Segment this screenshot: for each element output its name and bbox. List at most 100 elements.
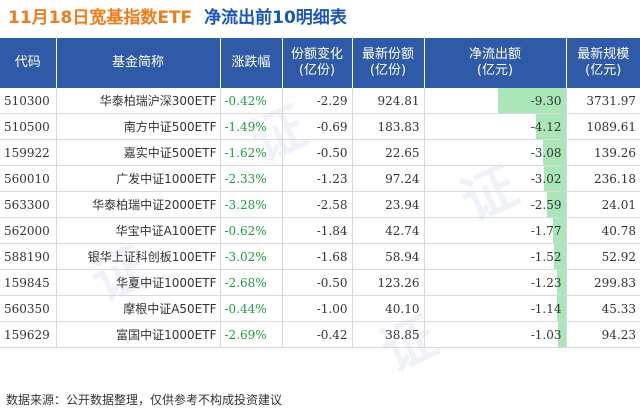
- header-name: 基金简称: [56, 38, 221, 88]
- cell-share-change: -2.58: [282, 191, 353, 218]
- cell-share-change: -0.50: [282, 139, 353, 166]
- cell-latest-share: 58.94: [352, 243, 425, 270]
- outflow-bar: [543, 140, 566, 165]
- cell-name: 摩根中证A50ETF: [56, 295, 221, 322]
- cell-code: 510300: [0, 88, 57, 114]
- outflow-bar: [546, 192, 566, 217]
- cell-name: 南方中证500ETF: [56, 113, 221, 140]
- cell-change: -2.69%: [220, 321, 283, 348]
- cell-net-outflow: -3.02: [424, 165, 567, 192]
- table-header-row: 代码 基金简称 涨跌幅 份额变化 (亿份) 最新份额 (亿份) 净流出额 (亿元) 最…: [0, 38, 640, 88]
- table-body: 510300 华泰柏瑞沪深300ETF -0.42% -2.29 924.81 -9.30…: [0, 88, 640, 348]
- cell-net-outflow: -2.59: [424, 191, 567, 218]
- cell-latest-share: 23.94: [352, 191, 425, 218]
- cell-share-change: -1.23: [282, 165, 353, 192]
- outflow-value: -4.12: [530, 119, 562, 134]
- cell-share-change: -0.42: [282, 321, 353, 348]
- cell-name: 华泰柏瑞沪深300ETF: [56, 88, 221, 114]
- outflow-value: -9.30: [530, 93, 562, 108]
- cell-latest-scale: 40.78: [566, 217, 640, 244]
- outflow-bar: [497, 88, 566, 113]
- cell-latest-share: 42.74: [352, 217, 425, 244]
- cell-latest-scale: 236.18: [566, 165, 640, 192]
- cell-latest-scale: 299.83: [566, 269, 640, 296]
- cell-net-outflow: -1.23: [424, 269, 567, 296]
- header-net-outflow-l1: 净流出额: [468, 47, 521, 62]
- header-latest-scale-l2: (亿元): [585, 63, 622, 78]
- cell-latest-scale: 3731.97: [566, 88, 640, 114]
- title-date: 11月18日宽基指数ETF: [8, 8, 193, 28]
- cell-latest-share: 38.85: [352, 321, 425, 348]
- outflow-value: -3.02: [530, 171, 562, 186]
- cell-share-change: -0.69: [282, 113, 353, 140]
- cell-latest-share: 22.65: [352, 139, 425, 166]
- table-row: 588190 银华上证科创板100ETF -3.02% -1.68 58.94 -1.52…: [0, 243, 640, 270]
- table-row: 560350 摩根中证A50ETF -0.44% -1.00 40.10 -1.14 45.…: [0, 295, 640, 322]
- outflow-value: -1.03: [530, 327, 562, 342]
- cell-change: -3.02%: [220, 243, 283, 270]
- outflow-value: -1.77: [530, 223, 562, 238]
- header-net-outflow-l2: (亿元): [476, 63, 514, 78]
- header-latest-share-l1: 最新份额: [361, 47, 414, 62]
- cell-change: -2.33%: [220, 165, 283, 192]
- page-title: 11月18日宽基指数ETF 净流出前10明细表: [8, 3, 347, 33]
- cell-share-change: -1.68: [282, 243, 353, 270]
- cell-name: 嘉实中证500ETF: [56, 139, 221, 166]
- cell-name: 华夏中证1000ETF: [56, 269, 221, 296]
- cell-latest-scale: 52.92: [566, 243, 640, 270]
- cell-latest-scale: 24.01: [566, 191, 640, 218]
- table-row: 510300 华泰柏瑞沪深300ETF -0.42% -2.29 924.81 -9.30…: [0, 88, 640, 114]
- cell-name: 银华上证科创板100ETF: [56, 243, 221, 270]
- cell-latest-scale: 1089.61: [566, 113, 640, 140]
- etf-outflow-table: 代码 基金简称 涨跌幅 份额变化 (亿份) 最新份额 (亿份) 净流出额 (亿元) 最…: [0, 38, 640, 348]
- header-latest-scale-l1: 最新规模: [577, 47, 630, 62]
- table-row: 560010 广发中证1000ETF -2.33% -1.23 97.24 -3.02 23…: [0, 165, 640, 192]
- header-latest-share: 最新份额 (亿份): [352, 38, 425, 88]
- cell-latest-scale: 139.26: [566, 139, 640, 166]
- header-change: 涨跌幅: [220, 38, 283, 88]
- cell-name: 广发中证1000ETF: [56, 165, 221, 192]
- outflow-bar: [556, 270, 566, 295]
- outflow-bar: [558, 322, 566, 347]
- header-share-change-l2: (亿份): [298, 63, 336, 78]
- outflow-value: -1.14: [530, 301, 562, 316]
- cell-change: -0.62%: [220, 217, 283, 244]
- cell-net-outflow: -1.14: [424, 295, 567, 322]
- cell-code: 560010: [0, 165, 57, 192]
- outflow-bar: [552, 218, 566, 243]
- cell-code: 159629: [0, 321, 57, 348]
- cell-latest-share: 97.24: [352, 165, 425, 192]
- outflow-bar: [543, 166, 566, 191]
- cell-code: 562000: [0, 217, 57, 244]
- outflow-value: -3.08: [530, 145, 562, 160]
- header-share-change-l1: 份额变化: [290, 47, 343, 62]
- outflow-value: -1.23: [530, 275, 562, 290]
- cell-name: 华泰柏瑞中证2000ETF: [56, 191, 221, 218]
- cell-code: 560350: [0, 295, 57, 322]
- cell-latest-share: 183.83: [352, 113, 425, 140]
- cell-change: -1.62%: [220, 139, 283, 166]
- cell-change: -3.28%: [220, 191, 283, 218]
- cell-code: 588190: [0, 243, 57, 270]
- cell-code: 510500: [0, 113, 57, 140]
- cell-change: -0.42%: [220, 88, 283, 114]
- header-net-outflow: 净流出额 (亿元): [424, 38, 567, 88]
- cell-name: 华宝中证A100ETF: [56, 217, 221, 244]
- cell-share-change: -1.84: [282, 217, 353, 244]
- cell-latest-share: 924.81: [352, 88, 425, 114]
- cell-code: 563300: [0, 191, 57, 218]
- table-row: 562000 华宝中证A100ETF -0.62% -1.84 42.74 -1.77 40…: [0, 217, 640, 244]
- outflow-value: -1.52: [530, 249, 562, 264]
- cell-latest-scale: 45.33: [566, 295, 640, 322]
- table-row: 159845 华夏中证1000ETF -2.68% -0.50 123.26 -1.23 2…: [0, 269, 640, 296]
- cell-change: -1.49%: [220, 113, 283, 140]
- cell-net-outflow: -4.12: [424, 113, 567, 140]
- cell-change: -2.68%: [220, 269, 283, 296]
- cell-name: 富国中证1000ETF: [56, 321, 221, 348]
- table-row: 510500 南方中证500ETF -1.49% -0.69 183.83 -4.12 10…: [0, 113, 640, 140]
- cell-net-outflow: -1.52: [424, 243, 567, 270]
- cell-share-change: -2.29: [282, 88, 353, 114]
- outflow-value: -2.59: [530, 197, 562, 212]
- header-code: 代码: [0, 38, 57, 88]
- cell-latest-share: 40.10: [352, 295, 425, 322]
